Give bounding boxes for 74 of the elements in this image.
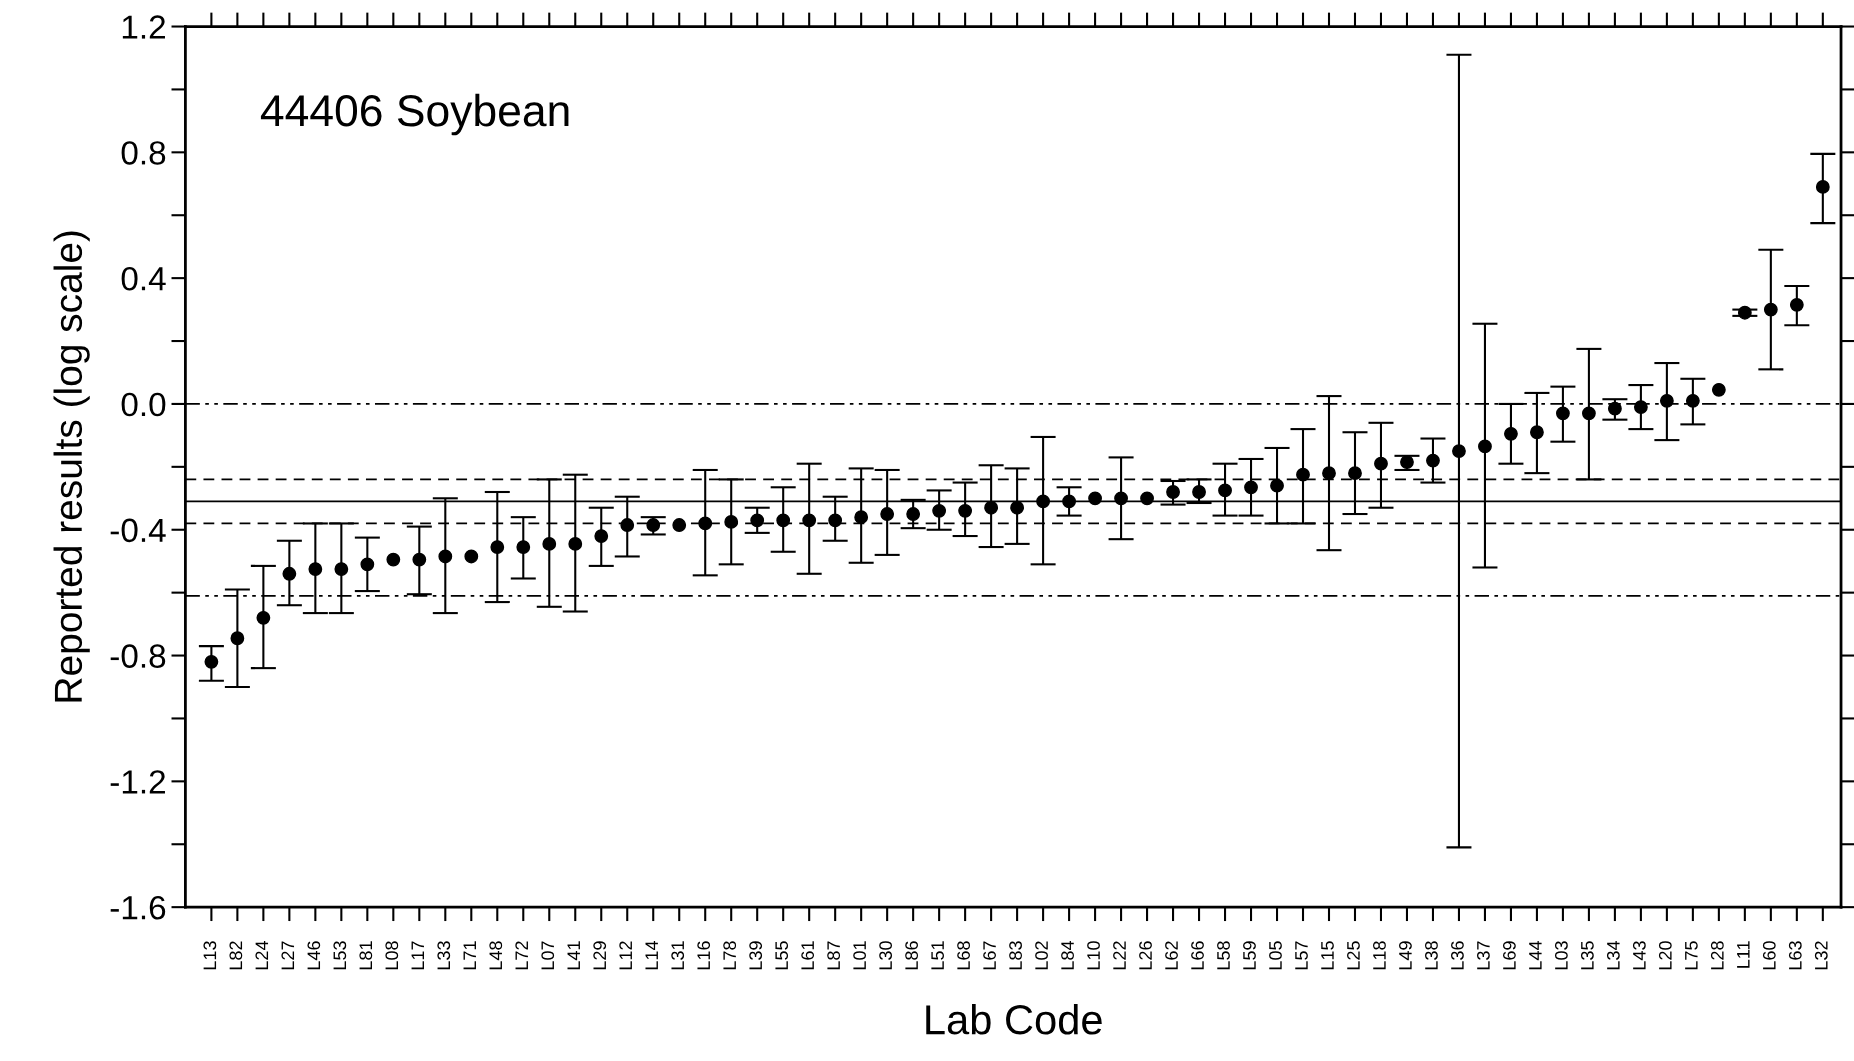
y-tick-label: -1.6 bbox=[110, 895, 166, 920]
x-tick-label: L57 bbox=[1295, 941, 1308, 970]
x-tick-label: L61 bbox=[801, 941, 815, 970]
x-tick-label: L83 bbox=[1009, 941, 1022, 970]
x-tick-label: L27 bbox=[281, 941, 295, 970]
x-tick-label: L26 bbox=[1139, 941, 1152, 970]
y-tick-label: -1.2 bbox=[110, 770, 165, 794]
x-tick-label: L39 bbox=[749, 941, 763, 970]
x-tick-label: L02 bbox=[1035, 941, 1048, 970]
x-tick-label: L10 bbox=[1087, 941, 1100, 970]
x-tick-label: L86 bbox=[905, 941, 918, 970]
x-tick-label: L16 bbox=[697, 941, 711, 970]
x-tick-label: L53 bbox=[333, 941, 347, 970]
x-tick-label: L44 bbox=[1529, 941, 1542, 970]
x-tick-label: L22 bbox=[1113, 941, 1126, 970]
x-tick-label: L01 bbox=[853, 941, 867, 970]
x-tick-label: L81 bbox=[359, 941, 373, 970]
x-axis-title: Lab Code bbox=[926, 1003, 1102, 1035]
x-tick-label: L69 bbox=[1503, 941, 1516, 970]
x-tick-label: L32 bbox=[1814, 941, 1828, 970]
x-tick-label: L62 bbox=[1165, 941, 1178, 970]
x-tick-label: L35 bbox=[1580, 941, 1594, 970]
x-tick-label: L17 bbox=[411, 941, 424, 970]
y-axis-title: Reported results (log scale) bbox=[53, 231, 90, 702]
y-tick-label: -0.8 bbox=[110, 644, 166, 668]
x-tick-label: L51 bbox=[931, 941, 944, 970]
x-tick-label: L18 bbox=[1373, 941, 1386, 970]
annotation: 44406 Soybean bbox=[260, 93, 569, 136]
x-tick-label: L67 bbox=[983, 941, 996, 970]
x-tick-label: L60 bbox=[1762, 941, 1776, 970]
x-tick-label: L48 bbox=[489, 941, 503, 970]
x-tick-label: L75 bbox=[1685, 941, 1698, 970]
x-tick-label: L33 bbox=[437, 941, 451, 970]
x-tick-label: L72 bbox=[515, 941, 528, 970]
x-tick-label: L36 bbox=[1451, 941, 1464, 970]
y-tick-label: -0.4 bbox=[110, 518, 166, 543]
x-tick-label: L68 bbox=[957, 941, 970, 970]
x-tick-label: L25 bbox=[1347, 941, 1360, 970]
x-tick-label: L63 bbox=[1788, 941, 1802, 970]
x-tick-label: L43 bbox=[1632, 941, 1646, 970]
x-tick-label: L07 bbox=[541, 941, 555, 970]
x-tick-label: L14 bbox=[645, 941, 658, 970]
x-tick-label: L12 bbox=[619, 941, 632, 970]
x-tick-label: L71 bbox=[463, 941, 476, 970]
x-tick-label: L87 bbox=[827, 941, 841, 970]
y-tick-label: 0.0 bbox=[121, 392, 166, 417]
x-tick-label: L66 bbox=[1191, 941, 1204, 970]
x-tick-label: L20 bbox=[1658, 941, 1672, 970]
x-tick-label: L03 bbox=[1554, 941, 1568, 970]
x-tick-label: L55 bbox=[775, 941, 789, 970]
x-tick-label: L08 bbox=[385, 941, 399, 970]
y-tick-label: 0.4 bbox=[121, 266, 166, 291]
x-tick-label: L30 bbox=[879, 941, 892, 970]
x-tick-label: L15 bbox=[1321, 941, 1334, 970]
x-tick-label: L11 bbox=[1737, 941, 1750, 968]
x-tick-label: L31 bbox=[671, 941, 685, 970]
x-tick-label: L24 bbox=[255, 941, 269, 970]
x-tick-label: L41 bbox=[567, 941, 580, 970]
x-tick-label: L59 bbox=[1243, 941, 1256, 970]
x-tick-label: L58 bbox=[1217, 941, 1230, 970]
x-tick-label: L28 bbox=[1710, 941, 1724, 970]
x-tick-label: L13 bbox=[203, 941, 217, 970]
x-tick-label: L34 bbox=[1606, 941, 1620, 970]
x-tick-label: L46 bbox=[307, 941, 321, 970]
x-tick-label: L78 bbox=[723, 941, 737, 970]
x-tick-label: L37 bbox=[1477, 941, 1490, 970]
x-tick-label: L82 bbox=[229, 941, 243, 970]
x-tick-label: L84 bbox=[1061, 941, 1074, 970]
x-tick-label: L29 bbox=[593, 941, 607, 970]
x-tick-label: L05 bbox=[1269, 941, 1282, 970]
x-tick-label: L49 bbox=[1399, 941, 1412, 970]
y-tick-label: 0.8 bbox=[121, 141, 166, 165]
y-tick-label: 1.2 bbox=[122, 15, 165, 39]
x-tick-label: L38 bbox=[1425, 941, 1438, 970]
